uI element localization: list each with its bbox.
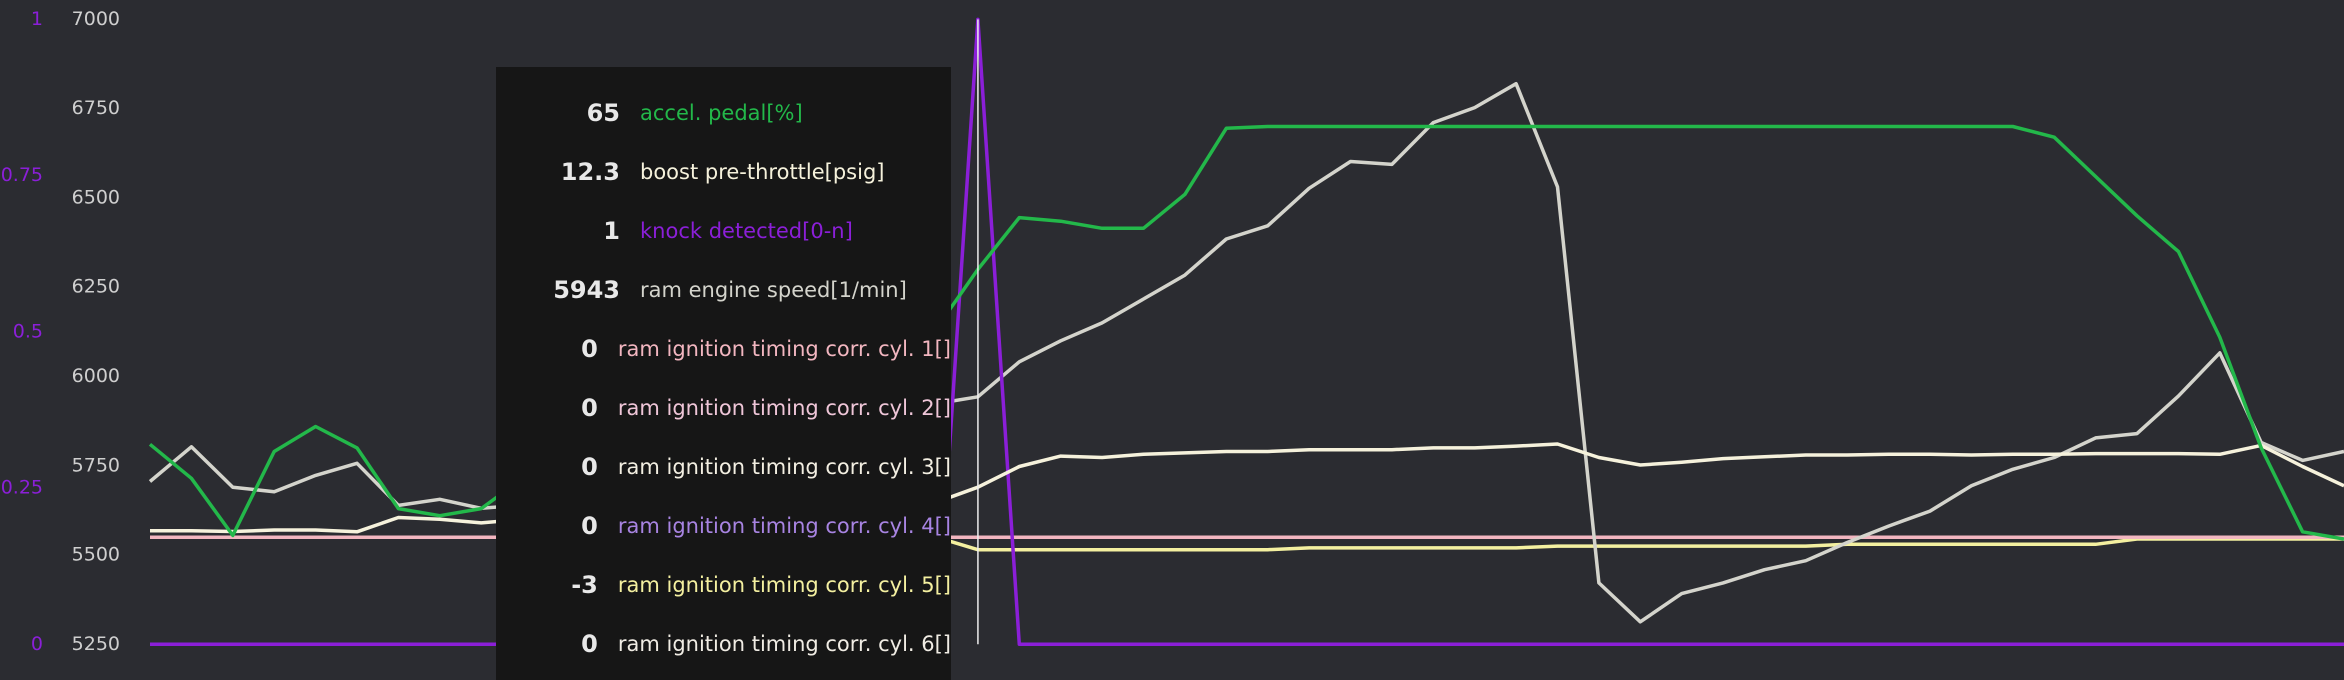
y-tick-label: 5250 (72, 633, 120, 655)
tooltip-row: 1 knock detected[0-n] (496, 211, 951, 251)
legend-label: ram ignition timing corr. cyl. 2[] (617, 396, 951, 420)
legend-label: ram ignition timing corr. cyl. 1[] (617, 337, 951, 361)
tooltip-row: -3 ram ignition timing corr. cyl. 5[] (496, 565, 951, 605)
tooltip-row: 5943 ram engine speed[1/min] (496, 270, 951, 310)
tooltip-row: 65 accel. pedal[%] (496, 93, 951, 133)
tooltip-row: 0 ram ignition timing corr. cyl. 6[] (496, 624, 951, 664)
tooltip-value: 12.3 (560, 158, 620, 186)
y2-tick-label: 0.75 (1, 164, 43, 186)
y-tick-label: 6250 (72, 276, 120, 298)
y2-tick-label: 0.5 (13, 320, 43, 342)
legend-label: ram engine speed[1/min] (640, 278, 907, 302)
tooltip-row: 12.3 boost pre-throttle[psig] (496, 152, 951, 192)
tooltip-row: 0 ram ignition timing corr. cyl. 3[] (496, 447, 951, 487)
y-tick-label: 7000 (72, 8, 120, 30)
tooltip-value: 0 (581, 335, 598, 363)
legend-label: ram ignition timing corr. cyl. 5[] (617, 573, 951, 597)
series-line (148, 81, 2344, 624)
y-tick-label: 6000 (72, 365, 120, 387)
tooltip-row: 0 ram ignition timing corr. cyl. 4[] (496, 506, 951, 546)
series-line (148, 124, 2344, 541)
y-tick-label: 6500 (72, 186, 120, 208)
tooltip-value: -3 (571, 571, 598, 599)
legend-label: accel. pedal[%] (640, 101, 803, 125)
tooltip-value: 1 (603, 217, 620, 245)
tooltip-value: 0 (581, 453, 598, 481)
tooltip: 65 accel. pedal[%] 12.3 boost pre-throttle[… (496, 67, 951, 680)
tooltip-value: 0 (581, 630, 598, 658)
legend-label: boost pre-throttle[psig] (640, 160, 885, 184)
tooltip-row: 0 ram ignition timing corr. cyl. 2[] (496, 388, 951, 428)
legend-label: ram ignition timing corr. cyl. 3[] (617, 455, 951, 479)
tooltip-value: 0 (581, 512, 598, 540)
legend-label: ram ignition timing corr. cyl. 6[] (617, 632, 951, 656)
y2-tick-label: 0 (31, 633, 43, 655)
y-tick-label: 5750 (72, 454, 120, 476)
y2-tick-label: 1 (31, 8, 43, 30)
series-line (150, 442, 2344, 534)
y2-tick-label: 0.25 (1, 477, 43, 499)
y-tick-label: 6750 (72, 97, 120, 119)
tooltip-value: 65 (586, 99, 620, 127)
legend-label: knock detected[0-n] (640, 219, 853, 243)
tooltip-value: 0 (581, 394, 598, 422)
y-tick-label: 5500 (72, 544, 120, 566)
legend-label: ram ignition timing corr. cyl. 4[] (617, 514, 951, 538)
tooltip-value: 5943 (553, 276, 620, 304)
series-line (150, 535, 2344, 552)
tooltip-row: 0 ram ignition timing corr. cyl. 1[] (496, 329, 951, 369)
